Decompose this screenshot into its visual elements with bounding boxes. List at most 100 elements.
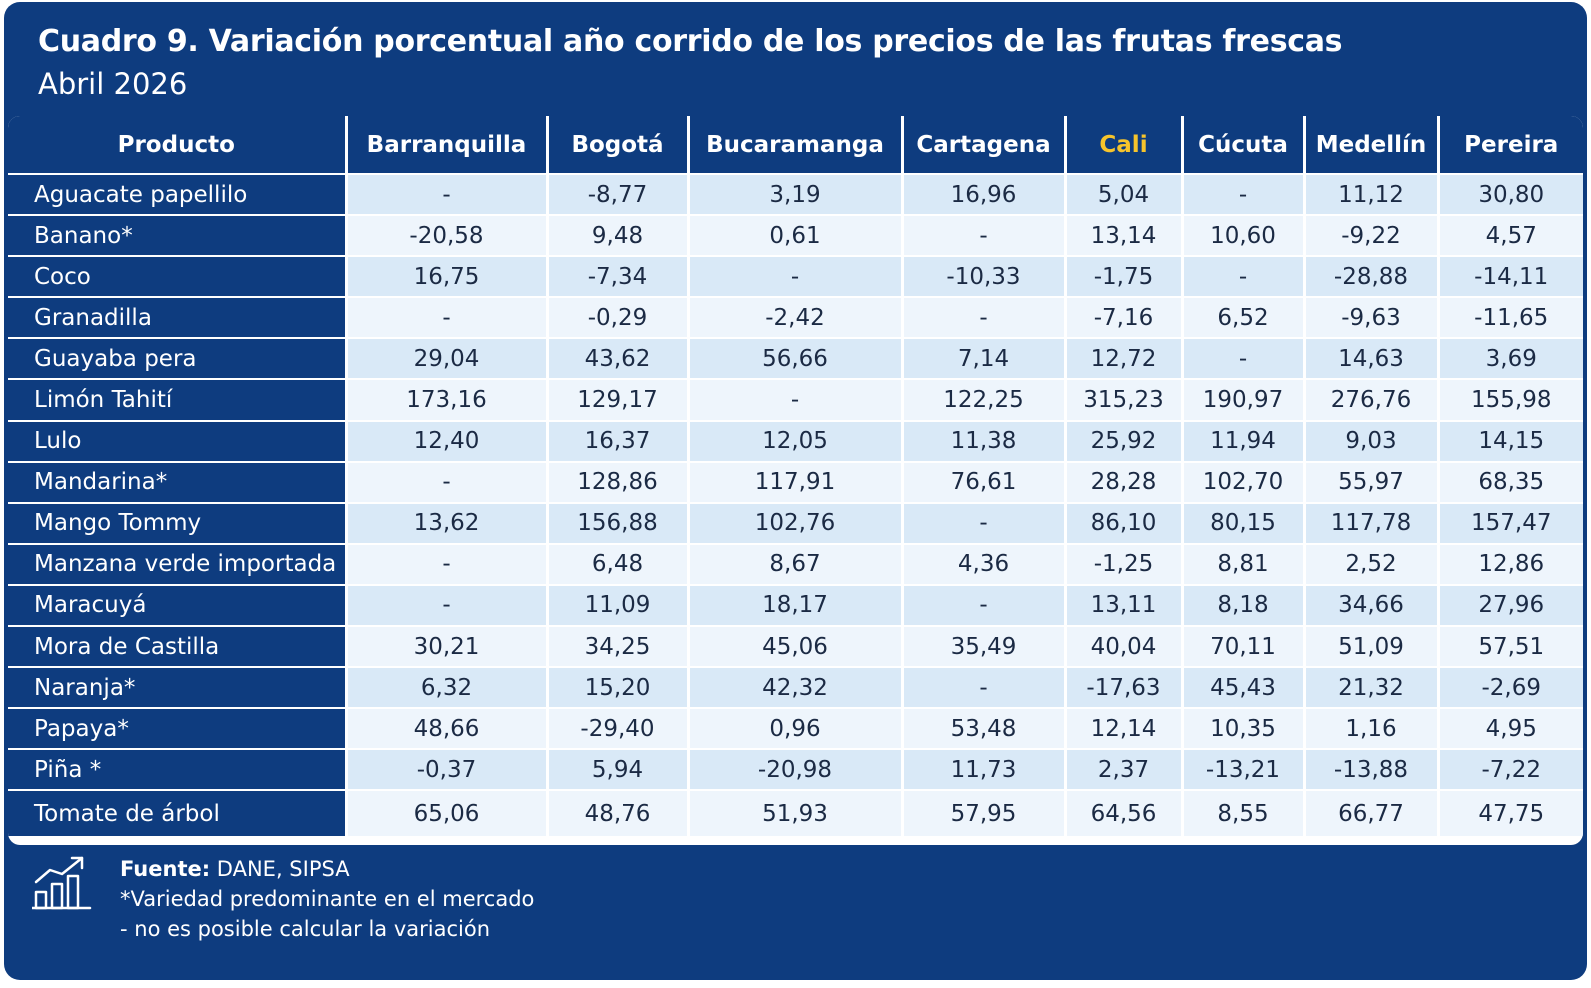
value-cell: 315,23: [1065, 378, 1184, 421]
value-cell: 18,17: [688, 583, 904, 627]
price-table-container: Producto Barranquilla Bogotá Bucaramanga Car…: [8, 116, 1583, 845]
card: Cuadro 9. Variación porcentual año corri…: [4, 2, 1587, 980]
value-cell: 53,48: [902, 707, 1067, 750]
value-cell: 8,81: [1182, 542, 1306, 585]
value-cell: 68,35: [1438, 460, 1583, 503]
source-label: Fuente:: [120, 857, 211, 881]
page-title: Cuadro 9. Variación porcentual año corri…: [38, 24, 1343, 59]
value-cell: -: [902, 501, 1067, 544]
value-cell: -13,88: [1304, 748, 1440, 791]
product-cell: Granadilla: [8, 296, 348, 339]
column-header: Bogotá: [547, 116, 690, 174]
table-row: Naranja* 6,32 15,20 42,32- -17,63 45,43 21,32-…: [8, 666, 1583, 709]
value-cell: 12,86: [1438, 542, 1583, 585]
value-cell: 11,94: [1182, 419, 1306, 462]
value-cell: 12,05: [688, 419, 904, 462]
product-cell: Guayaba pera: [8, 337, 348, 380]
table-row: Granadilla - -0,29 -2,42- -7,16 6,52 -9,63 -11,…: [8, 296, 1583, 339]
value-cell: 21,32: [1304, 666, 1440, 709]
value-cell: 34,66: [1304, 583, 1440, 627]
value-cell: -: [1182, 172, 1306, 216]
value-cell: 13,11: [1065, 583, 1184, 627]
value-cell: 16,37: [547, 419, 690, 462]
value-cell: 6,32: [346, 666, 549, 709]
value-cell: 10,35: [1182, 707, 1306, 750]
source-value: DANE, SIPSA: [210, 857, 350, 881]
value-cell: 1,16: [1304, 707, 1440, 750]
value-cell: -17,63: [1065, 666, 1184, 709]
table-row: Manzana verde importada -6,48 8,67 4,36 -1,2…: [8, 542, 1583, 585]
table-row: Maracuyá -11,09 18,17-13,11 8,18 34,66 27,96: [8, 583, 1583, 627]
value-cell: 47,75: [1438, 789, 1583, 837]
value-cell: -: [346, 172, 549, 216]
value-cell: -2,42: [688, 296, 904, 339]
value-cell: -1,75: [1065, 255, 1184, 298]
value-cell: 4,36: [902, 542, 1067, 585]
value-cell: 51,93: [688, 789, 904, 837]
value-cell: -: [688, 378, 904, 421]
value-cell: 14,63: [1304, 337, 1440, 380]
value-cell: 102,76: [688, 501, 904, 544]
table-body: Aguacate papellilo - -8,77 3,19 16,96 5,04-11…: [8, 172, 1583, 837]
value-cell: 3,19: [688, 172, 904, 216]
value-cell: 42,32: [688, 666, 904, 709]
value-cell: 70,11: [1182, 625, 1306, 668]
value-cell: 5,04: [1065, 172, 1184, 216]
value-cell: 12,72: [1065, 337, 1184, 380]
value-cell: 129,17: [547, 378, 690, 421]
value-cell: 51,09: [1304, 625, 1440, 668]
value-cell: 27,96: [1438, 583, 1583, 627]
table-row: Lulo 12,40 16,37 12,05 11,38 25,92 11,94 9,03 14…: [8, 419, 1583, 462]
value-cell: 6,52: [1182, 296, 1306, 339]
product-cell: Maracuyá: [8, 583, 348, 627]
value-cell: 11,38: [902, 419, 1067, 462]
source-line: Fuente: DANE, SIPSA: [120, 854, 720, 884]
product-cell: Tomate de árbol: [8, 789, 348, 837]
value-cell: -20,98: [688, 748, 904, 791]
value-cell: 11,12: [1304, 172, 1440, 216]
value-cell: 45,06: [688, 625, 904, 668]
product-cell: Coco: [8, 255, 348, 298]
value-cell: 11,09: [547, 583, 690, 627]
table-row: Papaya* 48,66 -29,40 0,96 53,48 12,14 10,35 1,1…: [8, 707, 1583, 750]
value-cell: 64,56: [1065, 789, 1184, 837]
value-cell: 48,76: [547, 789, 690, 837]
value-cell: -28,88: [1304, 255, 1440, 298]
value-cell: 15,20: [547, 666, 690, 709]
value-cell: -: [1182, 337, 1306, 380]
value-cell: 40,04: [1065, 625, 1184, 668]
value-cell: 8,55: [1182, 789, 1306, 837]
value-cell: 276,76: [1304, 378, 1440, 421]
value-cell: -9,63: [1304, 296, 1440, 339]
value-cell: -: [902, 583, 1067, 627]
value-cell: 30,21: [346, 625, 549, 668]
value-cell: 173,16: [346, 378, 549, 421]
page-subtitle: Abril 2026: [38, 67, 188, 101]
value-cell: 28,28: [1065, 460, 1184, 503]
table-row: Piña * -0,37 5,94 -20,98 11,73 2,37 -13,21 -13,…: [8, 748, 1583, 791]
table-header-row: Producto Barranquilla Bogotá Bucaramanga Car…: [8, 116, 1583, 174]
table-row: Mandarina* -128,86 117,91 76,61 28,28 102,70 5…: [8, 460, 1583, 503]
value-cell: 13,14: [1065, 214, 1184, 257]
value-cell: 13,62: [346, 501, 549, 544]
value-cell: 190,97: [1182, 378, 1306, 421]
product-cell: Mango Tommy: [8, 501, 348, 544]
value-cell: -: [902, 214, 1067, 257]
table-row: Aguacate papellilo - -8,77 3,19 16,96 5,04-11…: [8, 172, 1583, 216]
value-cell: 30,80: [1438, 172, 1583, 216]
footer-notes: Fuente: DANE, SIPSA *Variedad predominan…: [120, 854, 720, 944]
note-variety: *Variedad predominante en el mercado: [120, 887, 535, 911]
value-cell: -: [902, 296, 1067, 339]
chart-growth-icon: [32, 856, 92, 910]
value-cell: 14,15: [1438, 419, 1583, 462]
value-cell: 25,92: [1065, 419, 1184, 462]
value-cell: 2,52: [1304, 542, 1440, 585]
value-cell: 65,06: [346, 789, 549, 837]
value-cell: 45,43: [1182, 666, 1306, 709]
value-cell: 9,48: [547, 214, 690, 257]
value-cell: 3,69: [1438, 337, 1583, 380]
product-cell: Banano*: [8, 214, 348, 257]
table-row: Guayaba pera 29,04 43,62 56,66 7,14 12,72-14,…: [8, 337, 1583, 380]
product-cell: Limón Tahití: [8, 378, 348, 421]
value-cell: 102,70: [1182, 460, 1306, 503]
